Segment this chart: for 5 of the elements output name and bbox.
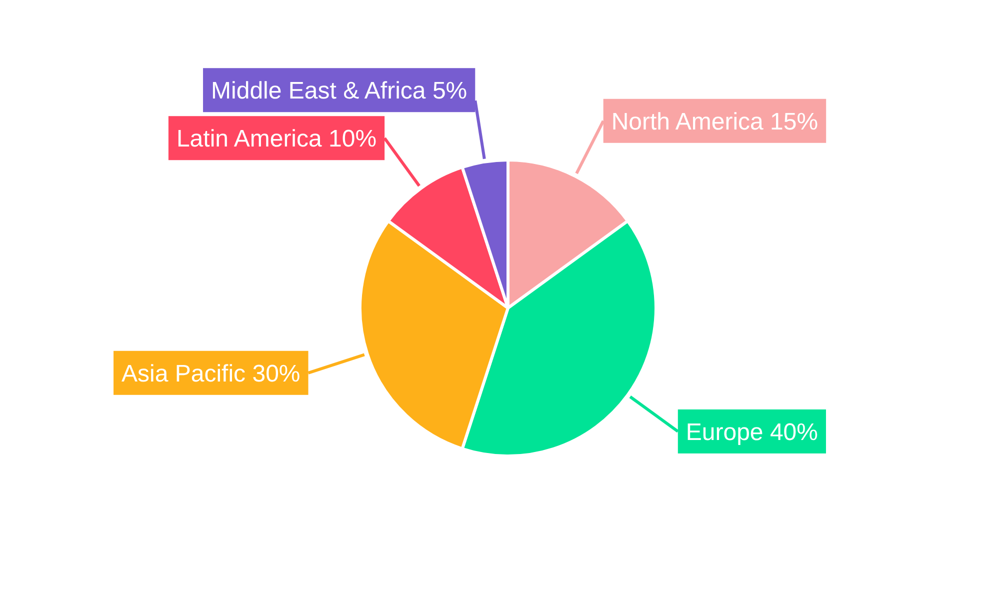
slice-label: Middle East & Africa 5% [211, 78, 468, 105]
slice-label: Latin America 10% [176, 126, 377, 153]
slice-label: Asia Pacific 30% [122, 360, 300, 388]
slice-label: North America 15% [611, 108, 818, 136]
slice-label: Europe 40% [686, 418, 818, 446]
